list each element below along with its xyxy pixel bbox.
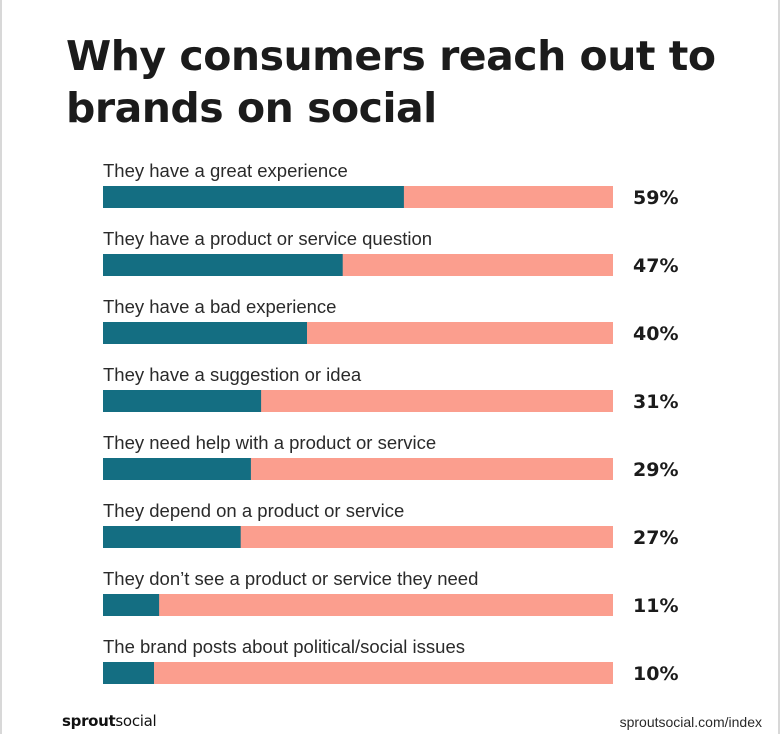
bar-value xyxy=(103,322,307,344)
bar-value xyxy=(103,526,241,548)
category-label: They have a product or service question xyxy=(103,228,432,249)
bar-value xyxy=(103,254,343,276)
category-label: They have a great experience xyxy=(103,160,348,181)
category-label: They have a bad experience xyxy=(103,296,336,317)
value-label: 59% xyxy=(633,187,678,209)
bar-value xyxy=(103,390,262,412)
bar-row: They have a suggestion or idea 31% xyxy=(103,364,678,413)
category-label: They don’t see a product or service they… xyxy=(103,568,478,589)
value-label: 27% xyxy=(633,527,678,549)
bar-row: They depend on a product or service 27% xyxy=(103,500,678,549)
source-url: sproutsocial.com/index xyxy=(619,714,762,730)
bar-value xyxy=(103,458,251,480)
bar-row: They have a product or service question 4… xyxy=(103,228,678,277)
bar-track xyxy=(103,662,613,684)
bar-row: They don’t see a product or service they… xyxy=(103,568,678,617)
value-label: 11% xyxy=(633,595,678,617)
logo-text-sprout: sprout xyxy=(62,712,116,730)
bar-value xyxy=(103,594,160,616)
value-label: 40% xyxy=(633,323,678,345)
right-border xyxy=(778,0,780,734)
bar-value xyxy=(103,662,154,684)
bar-value xyxy=(103,186,404,208)
category-label: The brand posts about political/social i… xyxy=(103,636,465,657)
value-label: 47% xyxy=(633,255,678,277)
value-label: 31% xyxy=(633,391,678,413)
logo-text-social: social xyxy=(115,712,157,730)
category-label: They have a suggestion or idea xyxy=(103,364,362,385)
left-border xyxy=(0,0,2,734)
bar-row: They have a bad experience 40% xyxy=(103,296,678,345)
value-label: 29% xyxy=(633,459,678,481)
bar-track xyxy=(103,594,613,616)
sproutsocial-logo: sproutsocial xyxy=(62,712,157,730)
bar-row: The brand posts about political/social i… xyxy=(103,636,678,685)
category-label: They need help with a product or service xyxy=(103,432,436,453)
bar-row: They have a great experience 59% xyxy=(103,160,678,209)
category-label: They depend on a product or service xyxy=(103,500,404,521)
bar-row: They need help with a product or service… xyxy=(103,432,678,481)
chart-title: Why consumers reach out to brands on soc… xyxy=(66,32,716,132)
value-label: 10% xyxy=(633,663,678,685)
